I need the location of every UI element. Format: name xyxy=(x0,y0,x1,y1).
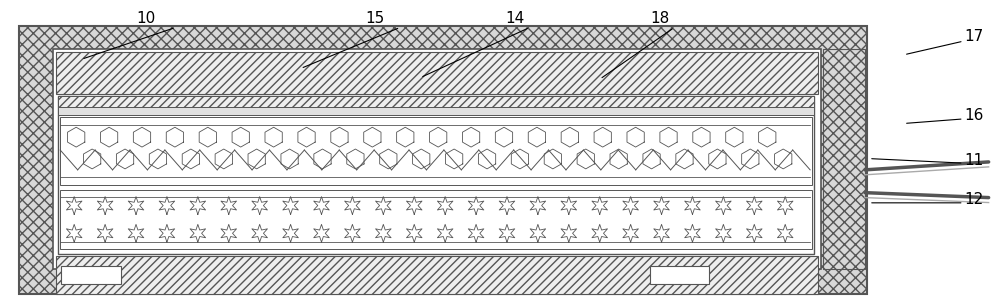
Text: 18: 18 xyxy=(650,11,669,26)
Bar xyxy=(58,95,814,254)
Text: 12: 12 xyxy=(964,192,983,207)
Bar xyxy=(19,26,867,294)
Bar xyxy=(60,117,812,185)
Bar xyxy=(53,49,821,269)
Bar xyxy=(823,49,865,269)
Bar xyxy=(58,95,814,107)
Text: 11: 11 xyxy=(964,152,983,168)
Bar xyxy=(56,52,818,94)
Text: 15: 15 xyxy=(366,11,385,26)
Text: 16: 16 xyxy=(964,108,983,123)
Text: 17: 17 xyxy=(964,29,983,44)
Bar xyxy=(58,107,814,116)
Bar xyxy=(56,256,818,294)
Bar xyxy=(60,190,812,249)
Bar xyxy=(61,266,121,284)
Bar xyxy=(650,266,709,284)
Text: 14: 14 xyxy=(505,11,525,26)
Text: 10: 10 xyxy=(136,11,156,26)
